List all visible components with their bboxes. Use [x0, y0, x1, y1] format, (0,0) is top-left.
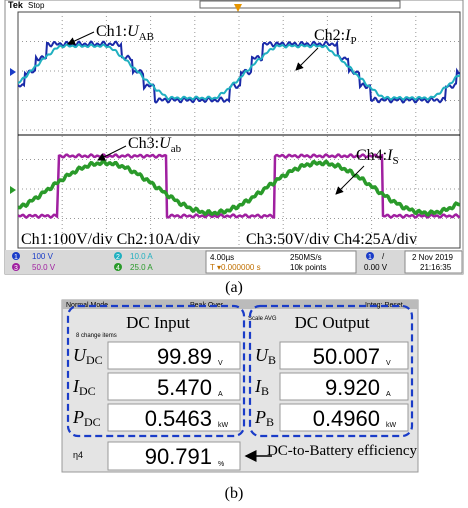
eff-unit: %: [218, 461, 224, 468]
label-prefix: Ch3:: [128, 135, 159, 152]
trig-ch: 1: [368, 254, 372, 261]
value: 50.007: [313, 344, 380, 369]
time: 21:16:35: [420, 263, 452, 272]
unit: A: [218, 391, 223, 398]
timebase: 4.00µs: [210, 253, 234, 262]
label-prefix: Ch2:: [314, 27, 345, 44]
label-prefix: Ch1:: [96, 23, 127, 40]
status: Stop: [28, 1, 45, 10]
value: 5.470: [157, 375, 212, 400]
figure: Tek Stop Ch1:UAB Ch2:IP Ch3:Uab Ch4:IS C…: [0, 0, 468, 508]
ch-num: 4: [116, 265, 120, 272]
sample-rate: 250MS/s: [290, 253, 322, 262]
output-title: DC Output: [294, 313, 369, 332]
trigger-pos: T ▾0.000000 s: [210, 263, 261, 272]
record: 10k points: [290, 263, 326, 272]
ch-num: 3: [14, 265, 18, 272]
unit: kW: [386, 422, 397, 429]
ch-scale: 50.0 V: [32, 263, 56, 272]
date: 2 Nov 2019: [412, 253, 453, 262]
label-sub: S: [392, 155, 398, 167]
peak: Peak Over: [190, 302, 224, 309]
ch-scale: 10.0 A: [130, 252, 153, 261]
scale-text: Ch1:100V/div Ch2:10A/div: [21, 231, 200, 248]
ch-num: 1: [14, 254, 18, 261]
label-prefix: Ch4:: [356, 147, 387, 164]
symbol-sub: DC: [79, 384, 96, 398]
value: 9.920: [325, 375, 380, 400]
symbol-main: U: [255, 345, 269, 365]
eff-symbol: η4: [73, 450, 83, 460]
unit: kW: [218, 422, 229, 429]
value: 0.5463: [145, 406, 212, 431]
unit: V: [386, 360, 391, 367]
input-title: DC Input: [126, 313, 190, 332]
label-sub: P: [350, 35, 356, 47]
value: 0.4960: [313, 406, 380, 431]
caption: (b): [225, 485, 244, 502]
symbol-sub: B: [266, 415, 274, 429]
unit: V: [218, 360, 223, 367]
caption: (a): [225, 279, 243, 296]
trig-level: 0.00 V: [364, 263, 388, 272]
symbol-sub: B: [261, 384, 269, 398]
symbol-sub: B: [268, 353, 276, 367]
symbol-main: P: [72, 407, 84, 427]
items: 8 change items: [76, 333, 117, 339]
symbol-sub: DC: [86, 353, 103, 367]
scale-text: Ch3:50V/div Ch4:25A/div: [246, 231, 417, 248]
scaling: Scale AVG: [248, 316, 277, 322]
ch-scale: 100 V: [32, 252, 54, 261]
ch-scale: 25.0 A: [130, 263, 153, 272]
symbol-main: P: [254, 407, 266, 427]
eff-note: DC-to-Battery efficiency: [267, 443, 418, 459]
value: 99.89: [157, 344, 212, 369]
unit: A: [386, 391, 391, 398]
symbol-main: U: [73, 345, 87, 365]
ch-num: 2: [116, 254, 120, 261]
symbol-sub: DC: [84, 415, 101, 429]
label-sub: ab: [171, 143, 182, 155]
eff-value: 90.791: [145, 444, 212, 469]
label-sub: AB: [139, 31, 154, 43]
brand: Tek: [8, 0, 24, 10]
